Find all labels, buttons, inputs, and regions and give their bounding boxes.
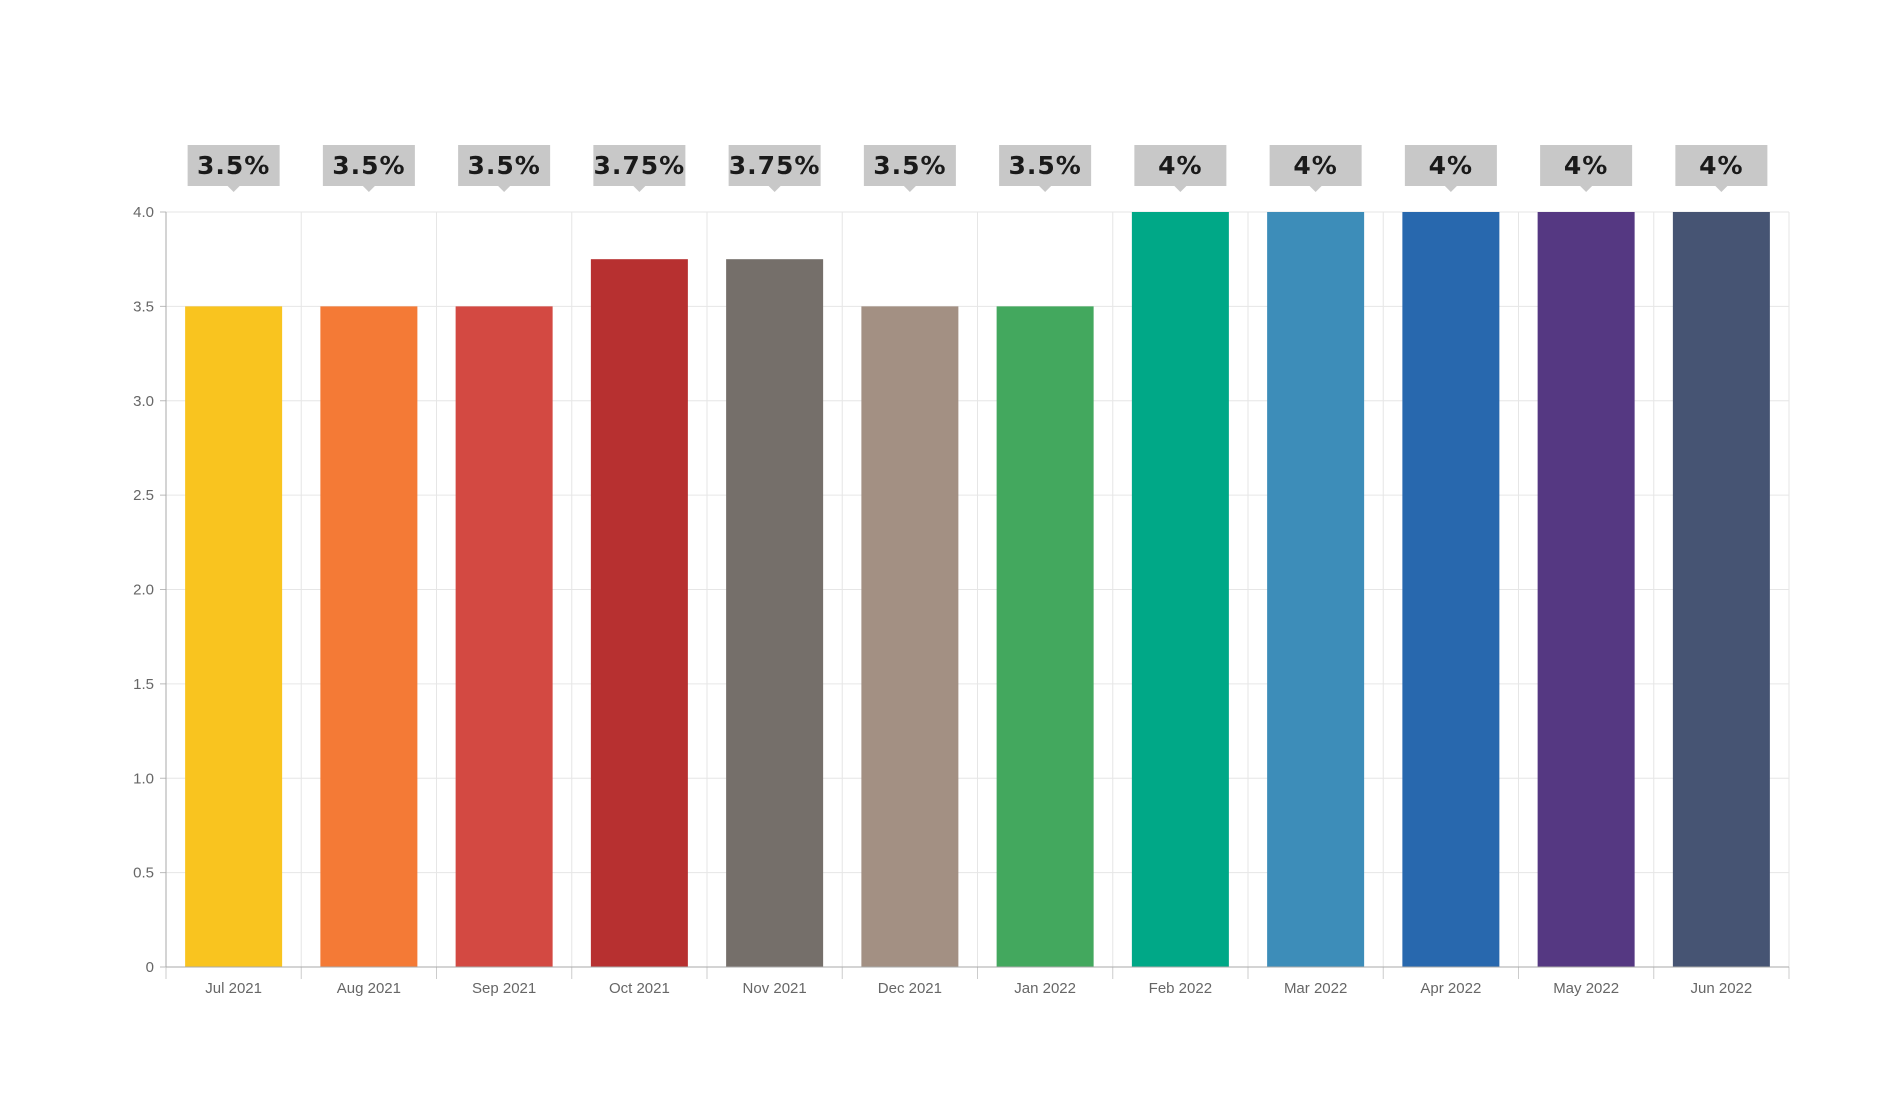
data-label-pointer [1580,186,1593,192]
data-label-box [593,145,686,186]
data-label-box [863,145,956,186]
data-label-pointer [498,186,511,192]
data-label-box [999,145,1092,186]
data-label: 3.5% [332,151,405,180]
x-tick-label: May 2022 [1553,980,1619,997]
data-label: 4% [1429,151,1473,180]
bar [1672,212,1770,967]
bar [726,259,824,967]
data-label-pointer [1039,186,1052,192]
x-tick-label: Aug 2021 [337,980,401,997]
data-label-box [1134,145,1227,186]
data-label-pointer [362,186,375,192]
x-tick-label: Jul 2021 [205,980,262,997]
data-label-box [728,145,821,186]
y-tick-label: 3.5 [133,298,154,315]
data-label-pointer [1715,186,1728,192]
data-label-pointer [1309,186,1322,192]
bar [996,306,1094,967]
bar [861,306,959,967]
data-label-box [1269,145,1362,186]
data-label: 3.5% [873,151,946,180]
y-tick-label: 3.0 [133,393,154,410]
data-labels-layer: 3.5% 3.5% 3.5% 3.75% 3.75% 3.5% 3.5% 4% 4% 4% 4% 4% [187,145,1768,192]
x-tick-label: Sep 2021 [472,980,536,997]
x-tick-label: Jun 2022 [1691,980,1753,997]
data-label-box [322,145,415,186]
data-label-pointer [227,186,240,192]
bars-layer [185,212,1770,967]
x-tick-label: Nov 2021 [743,980,807,997]
data-label: 3.5% [467,151,540,180]
bar [455,306,553,967]
bar [320,306,418,967]
y-tick-label: 1.0 [133,770,154,787]
bar [1267,212,1365,967]
x-tick-label: Jan 2022 [1014,980,1076,997]
data-label-pointer [633,186,646,192]
data-label: 3.75% [729,151,821,180]
data-label: 3.5% [197,151,270,180]
y-tick-label: 0 [146,959,154,976]
data-label-box [458,145,551,186]
bar [1402,212,1500,967]
axes-layer: 0 0.5 1.0 1.5 2.0 2.5 3.0 3.5 4.0 Jul 2021 Aug 202… [133,204,1790,997]
data-label-box [1675,145,1768,186]
x-tick-label: Dec 2021 [878,980,942,997]
x-tick-label: Apr 2022 [1420,980,1481,997]
x-tick-label: Feb 2022 [1149,980,1212,997]
y-tick-label: 2.5 [133,487,154,504]
bar [1131,212,1229,967]
data-label: 4% [1564,151,1608,180]
data-label: 4% [1158,151,1202,180]
y-tick-label: 0.5 [133,865,154,882]
data-label-pointer [903,186,916,192]
bar [185,306,283,967]
data-label: 3.5% [1008,151,1081,180]
bar [590,259,688,967]
y-tick-label: 2.0 [133,582,154,599]
data-label-box [1404,145,1497,186]
data-label: 4% [1293,151,1337,180]
data-label-box [1540,145,1633,186]
data-label-pointer [1174,186,1187,192]
x-tick-label: Oct 2021 [609,980,670,997]
y-tick-label: 4.0 [133,204,154,221]
data-label: 4% [1699,151,1743,180]
grid-layer [166,211,1790,967]
data-label: 3.75% [594,151,686,180]
data-label-box [187,145,280,186]
data-label-pointer [1444,186,1457,192]
bar [1537,212,1635,967]
x-tick-label: Mar 2022 [1284,980,1347,997]
y-tick-label: 1.5 [133,676,154,693]
data-label-pointer [768,186,781,192]
